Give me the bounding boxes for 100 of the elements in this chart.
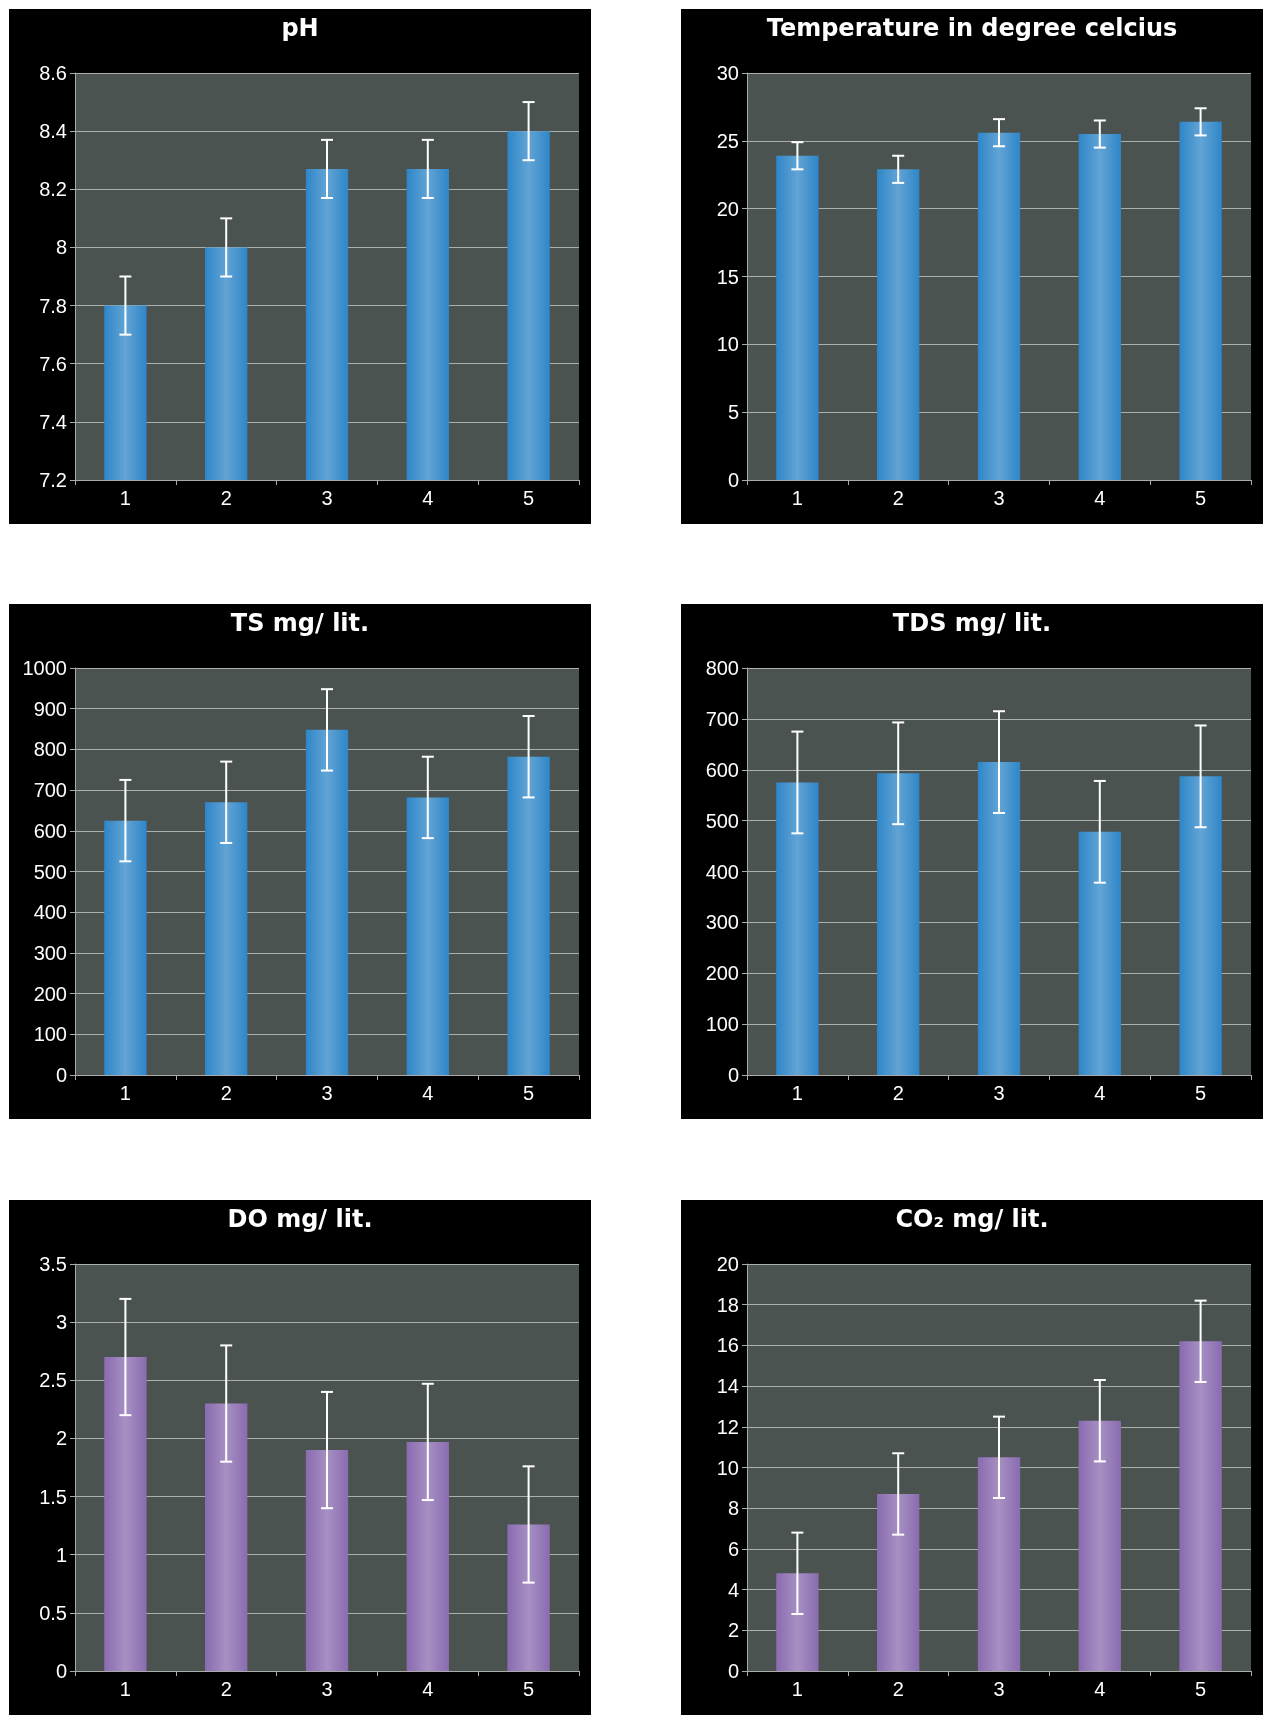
- y-tick-label: 30: [716, 62, 739, 84]
- bar: [1179, 121, 1222, 480]
- y-tick-label: 8: [727, 1497, 739, 1520]
- y-tick-label: 10: [716, 333, 739, 356]
- x-tick-label: 3: [321, 487, 333, 509]
- x-tick-label: 2: [892, 1082, 904, 1104]
- x-tick-label: 2: [220, 487, 232, 509]
- x-tick-label: 4: [422, 1678, 434, 1700]
- y-tick-label: 400: [705, 860, 739, 883]
- y-tick-label: 2: [727, 1619, 739, 1642]
- bar: [305, 729, 349, 1075]
- x-tick-label: 1: [119, 1082, 131, 1104]
- y-tick-label: 0: [55, 1660, 67, 1682]
- bar: [205, 802, 248, 1075]
- y-tick-label: 12: [716, 1415, 739, 1438]
- bar: [406, 797, 449, 1075]
- y-tick-label: 15: [716, 265, 739, 288]
- y-tick-label: 1.5: [39, 1485, 67, 1508]
- y-tick-label: 100: [33, 1023, 67, 1046]
- y-tick-label: 3.5: [39, 1253, 67, 1275]
- y-tick-label: 8: [55, 236, 67, 259]
- y-tick-label: 20: [716, 197, 739, 220]
- y-tick-label: 8.6: [39, 62, 67, 84]
- y-tick-label: 1: [55, 1543, 67, 1566]
- y-tick-label: 0: [727, 469, 739, 491]
- x-tick-label: 4: [422, 487, 434, 509]
- y-tick-label: 7.2: [39, 469, 67, 491]
- x-tick-label: 2: [220, 1678, 232, 1700]
- y-tick-label: 16: [716, 1334, 739, 1357]
- y-tick-label: 800: [705, 657, 739, 679]
- chart-title: CO₂ mg/ lit.: [895, 1205, 1049, 1233]
- bar: [507, 756, 550, 1075]
- y-tick-label: 3: [55, 1311, 67, 1334]
- x-tick-label: 5: [1195, 1082, 1207, 1104]
- y-tick-label: 8.4: [39, 120, 67, 143]
- x-tick-label: 2: [892, 1678, 904, 1700]
- y-tick-label: 8.2: [39, 178, 67, 201]
- x-tick-label: 3: [993, 487, 1005, 509]
- chart-title: DO mg/ lit.: [227, 1205, 373, 1233]
- y-tick-label: 300: [33, 941, 67, 964]
- y-tick-label: 7.6: [39, 352, 67, 375]
- x-tick-label: 5: [523, 487, 535, 509]
- y-tick-label: 0: [727, 1064, 739, 1086]
- x-tick-label: 4: [1094, 1678, 1106, 1700]
- bar: [507, 1524, 550, 1671]
- y-tick-label: 18: [716, 1293, 739, 1316]
- x-tick-label: 4: [422, 1082, 434, 1104]
- bar: [776, 1573, 819, 1671]
- bar: [1179, 1341, 1222, 1671]
- bar: [1078, 134, 1121, 480]
- y-tick-label: 900: [33, 697, 67, 720]
- y-tick-label: 6: [727, 1537, 739, 1560]
- y-tick-label: 400: [33, 901, 67, 924]
- bar: [776, 155, 819, 480]
- y-tick-label: 5: [727, 401, 739, 424]
- y-tick-label: 500: [33, 860, 67, 883]
- x-tick-label: 5: [523, 1678, 535, 1700]
- chart-title: Temperature in degree celcius: [766, 14, 1178, 42]
- bar: [776, 782, 819, 1075]
- bar: [1078, 1420, 1121, 1671]
- x-tick-label: 1: [791, 1678, 803, 1700]
- x-tick-label: 5: [523, 1082, 535, 1104]
- y-tick-label: 600: [705, 758, 739, 781]
- y-tick-label: 500: [705, 809, 739, 832]
- x-tick-label: 1: [791, 1082, 803, 1104]
- x-tick-label: 3: [321, 1082, 333, 1104]
- x-tick-label: 2: [220, 1082, 232, 1104]
- bar: [1179, 776, 1222, 1075]
- y-tick-label: 1000: [22, 657, 67, 679]
- y-tick-label: 700: [705, 707, 739, 730]
- y-tick-label: 4: [727, 1578, 739, 1601]
- y-tick-label: 25: [716, 129, 739, 152]
- bar: [205, 1403, 248, 1671]
- y-tick-label: 600: [33, 819, 67, 842]
- y-tick-label: 20: [716, 1253, 739, 1275]
- y-tick-label: 700: [33, 779, 67, 802]
- bar: [406, 1441, 449, 1671]
- chart-title: pH: [281, 14, 319, 42]
- bar: [977, 1457, 1021, 1671]
- bar: [977, 132, 1021, 480]
- y-tick-label: 0: [55, 1064, 67, 1086]
- x-tick-label: 4: [1094, 487, 1106, 509]
- y-tick-label: 200: [705, 962, 739, 985]
- y-tick-label: 300: [705, 911, 739, 934]
- x-tick-label: 3: [993, 1082, 1005, 1104]
- x-tick-label: 5: [1195, 1678, 1207, 1700]
- y-tick-label: 10: [716, 1456, 739, 1479]
- bar: [104, 820, 147, 1075]
- y-tick-label: 0: [727, 1660, 739, 1682]
- y-tick-label: 7.4: [39, 410, 67, 433]
- y-tick-label: 7.8: [39, 294, 67, 317]
- y-tick-label: 2.5: [39, 1369, 67, 1392]
- bar: [104, 1357, 147, 1671]
- x-tick-label: 1: [119, 1678, 131, 1700]
- chart-title: TS mg/ lit.: [230, 609, 370, 637]
- bar: [305, 1450, 349, 1671]
- y-tick-label: 100: [705, 1013, 739, 1036]
- x-tick-label: 5: [1195, 487, 1207, 509]
- x-tick-label: 4: [1094, 1082, 1106, 1104]
- y-tick-label: 14: [716, 1375, 739, 1398]
